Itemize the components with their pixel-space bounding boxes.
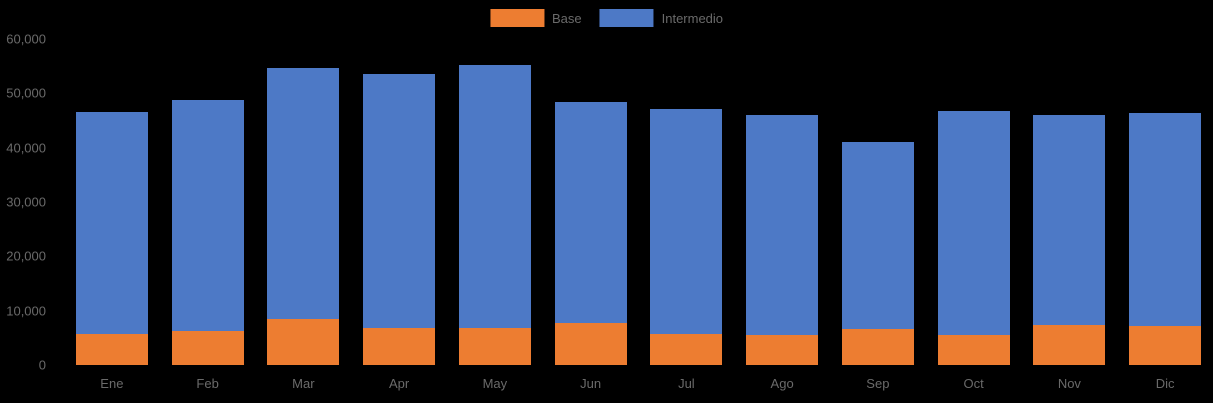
y-axis-tick-label: 0 [38,357,46,373]
y-axis: 0 10,000 20,000 30,000 40,000 50,000 60,000 [0,0,48,403]
bar-slot-mar [256,39,352,365]
y-axis-tick-label: 60,000 [6,31,46,47]
x-axis: Ene Feb Mar Apr May Jun Jul Ago Sep Oct Nov Dic [64,376,1213,391]
bar-slot-ene [64,39,160,365]
bar-segment-base-jul [650,334,723,365]
x-axis-label-apr: Apr [389,376,410,391]
bar-stack-ago [746,115,819,365]
x-axis-label-ene: Ene [100,376,124,391]
bar-slot-sep [830,39,926,365]
bar-segment-intermedio-jun [554,102,627,324]
x-axis-label-ago: Ago [770,376,794,391]
bar-segment-base-ago [746,335,819,365]
plot-area [64,39,1213,365]
x-axis-label-may: May [482,376,508,391]
bar-stack-feb [171,99,244,365]
bar-stack-mar [267,68,340,365]
bar-slot-feb [160,39,256,365]
bar-slot-nov [1022,39,1118,365]
bar-segment-base-mar [267,318,340,365]
bar-slot-dic [1117,39,1213,365]
bar-stack-dic [1129,112,1202,365]
x-axis-label-jul: Jul [678,376,695,391]
bar-segment-intermedio-jul [650,109,723,335]
bar-slot-may [447,39,543,365]
bar-segment-base-oct [937,335,1010,365]
bar-stack-nov [1033,115,1106,365]
x-axis-label-oct: Oct [963,376,984,391]
bar-segment-intermedio-ago [746,115,819,336]
bar-segment-intermedio-mar [267,68,340,319]
bar-stack-apr [363,73,436,365]
base-legend-label: Base [551,10,582,26]
bar-segment-intermedio-may [458,64,531,329]
bar-segment-base-sep [841,329,914,365]
y-axis-tick-label: 20,000 [6,248,46,264]
bar-stack-oct [937,111,1010,365]
bar-segment-base-apr [363,328,436,365]
bar-segment-base-ene [75,334,148,365]
bar-slot-jul [639,39,735,365]
bar-slot-ago [734,39,830,365]
bar-segment-intermedio-apr [363,73,436,329]
bar-stack-jul [650,109,723,365]
intermedio-legend-swatch-icon [599,9,654,27]
bar-segment-base-nov [1033,324,1106,365]
y-axis-tick-label: 50,000 [6,85,46,101]
y-axis-tick-label: 30,000 [6,194,46,210]
bar-slot-apr [351,39,447,365]
intermedio-legend-label: Intermedio [661,10,724,26]
bar-segment-intermedio-nov [1033,115,1106,325]
x-axis-label-nov: Nov [1057,376,1081,391]
x-axis-label-dic: Dic [1155,376,1175,391]
y-axis-tick-label: 40,000 [6,140,46,156]
x-axis-label-feb: Feb [196,376,219,391]
bar-segment-intermedio-sep [841,142,914,330]
bar-segment-base-feb [171,330,244,365]
legend-item-intermedio: Intermedio [599,9,724,27]
bar-slot-jun [543,39,639,365]
bar-segment-base-may [458,328,531,365]
y-axis-tick-label: 10,000 [6,303,46,319]
bar-segment-intermedio-dic [1129,112,1202,326]
bar-segment-intermedio-feb [171,99,244,331]
x-axis-label-mar: Mar [292,376,315,391]
chart-legend: Base Intermedio [489,9,724,27]
base-legend-swatch-icon [489,9,544,27]
bar-segment-base-dic [1129,325,1202,365]
bar-slot-oct [926,39,1022,365]
legend-item-base: Base [489,9,582,27]
bar-stack-sep [841,142,914,365]
bar-stack-may [458,64,531,365]
bar-segment-intermedio-ene [75,112,148,335]
bar-segment-base-jun [554,323,627,365]
bar-stack-jun [554,102,627,365]
x-axis-label-sep: Sep [866,376,890,391]
bar-stack-ene [75,112,148,365]
x-axis-label-jun: Jun [580,376,602,391]
bar-segment-intermedio-oct [937,111,1010,336]
